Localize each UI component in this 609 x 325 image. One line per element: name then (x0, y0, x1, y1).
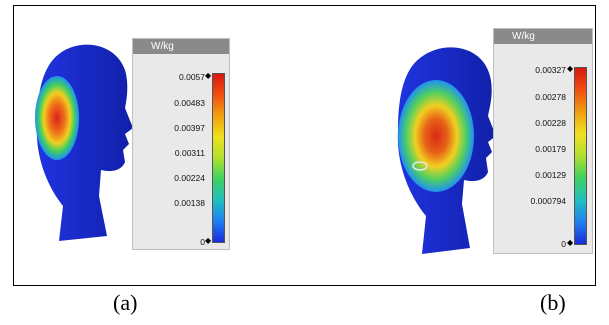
ear-outline-b (412, 161, 428, 171)
tick-label-a-1: 0.00483 (174, 98, 205, 108)
legend-unit-b: W/kg (494, 29, 592, 44)
sar-hotspot-b (398, 80, 474, 192)
tick-label-a-4: 0.00224 (174, 173, 205, 183)
sar-hotspot-a (35, 76, 79, 160)
min-marker-a: ◆ (205, 236, 212, 245)
tick-label-b-6: 0 (561, 239, 566, 249)
min-marker-b: ◆ (567, 238, 574, 247)
tick-label-b-3: 0.00179 (535, 144, 566, 154)
tick-label-a-6: 0 (200, 237, 205, 247)
tick-label-a-5: 0.00138 (174, 198, 205, 208)
caption-b: (b) (540, 290, 566, 315)
figure-frame: W/kg 0.0057 0.00483 0.00397 0.00311 0.00… (13, 5, 596, 286)
color-legend-a: W/kg 0.0057 0.00483 0.00397 0.00311 0.00… (132, 38, 230, 250)
tick-label-b-4: 0.00129 (535, 170, 566, 180)
tick-label-a-2: 0.00397 (174, 123, 205, 133)
tick-label-b-1: 0.00278 (535, 92, 566, 102)
max-marker-b: ◆ (567, 64, 574, 73)
head-model-a (35, 44, 133, 241)
tick-label-a-0: 0.0057 (179, 72, 205, 82)
tick-label-a-3: 0.00311 (174, 148, 205, 158)
legend-unit-a: W/kg (133, 39, 229, 54)
tick-label-b-2: 0.00228 (535, 118, 566, 128)
max-marker-a: ◆ (205, 71, 212, 80)
colorbar-a (212, 73, 225, 243)
head-model-b (397, 47, 496, 254)
colorbar-b (574, 67, 587, 245)
tick-label-b-0: 0.00327 (535, 65, 566, 75)
color-legend-b: W/kg 0.00327 0.00278 0.00228 0.00179 0.0… (493, 28, 593, 254)
tick-label-b-5: 0.000794 (530, 196, 566, 206)
caption-a: (a) (113, 290, 138, 315)
